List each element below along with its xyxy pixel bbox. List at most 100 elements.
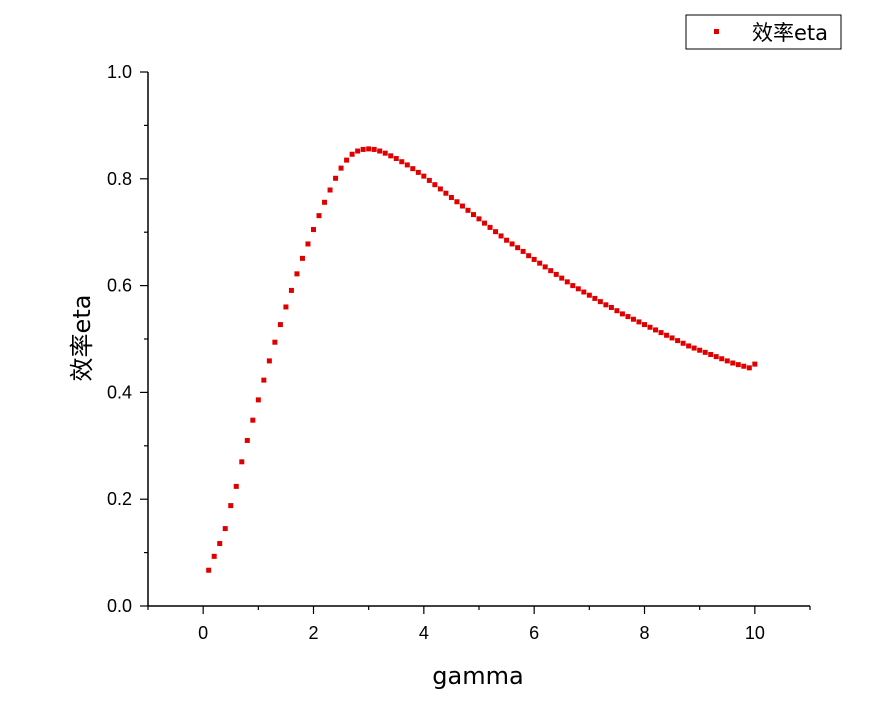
legend-box	[685, 14, 842, 50]
data-point	[277, 322, 283, 328]
data-point	[691, 345, 697, 351]
x-axis-title: gamma	[432, 662, 523, 690]
data-point	[327, 187, 333, 193]
data-point	[597, 299, 603, 305]
data-point	[542, 264, 548, 270]
data-point	[708, 351, 714, 357]
data-point	[299, 255, 305, 261]
data-point	[559, 275, 565, 281]
data-point	[228, 503, 234, 509]
data-point	[470, 212, 476, 218]
data-point	[459, 203, 465, 209]
data-point	[675, 338, 681, 344]
data-point	[741, 363, 747, 369]
data-point	[487, 224, 493, 230]
data-point	[537, 260, 543, 266]
data-point	[349, 151, 355, 157]
data-point	[553, 271, 559, 277]
data-point	[305, 241, 311, 247]
data-point	[526, 253, 532, 259]
y-tick-label: 0.4	[107, 382, 132, 402]
data-point	[630, 316, 636, 322]
data-point	[261, 377, 267, 383]
data-point	[426, 177, 432, 183]
x-tick-label: 2	[308, 623, 318, 643]
data-point	[272, 339, 278, 345]
x-tick-label: 4	[419, 623, 429, 643]
x-tick-label: 0	[198, 623, 208, 643]
x-tick-label: 10	[745, 623, 765, 643]
y-axis-title: 效率eta	[68, 295, 96, 382]
x-tick-label: 6	[529, 623, 539, 643]
data-point	[233, 483, 239, 489]
data-point	[316, 213, 322, 219]
data-point	[614, 308, 620, 314]
data-point	[603, 302, 609, 308]
data-point	[702, 349, 708, 355]
data-point	[619, 311, 625, 317]
data-point	[752, 361, 758, 367]
data-point	[669, 335, 675, 341]
y-tick-label: 0.2	[107, 489, 132, 509]
data-point	[515, 245, 521, 251]
data-point	[520, 248, 526, 254]
x-tick-label: 8	[639, 623, 649, 643]
data-point	[211, 553, 217, 559]
data-point	[421, 173, 427, 179]
y-tick-label: 0.8	[107, 169, 132, 189]
data-point	[465, 207, 471, 213]
data-point	[266, 358, 272, 364]
data-point	[410, 166, 416, 172]
data-point	[448, 194, 454, 200]
data-point	[680, 340, 686, 346]
data-point	[322, 199, 328, 205]
data-point	[399, 159, 405, 165]
data-point	[636, 319, 642, 325]
data-point	[382, 150, 388, 156]
legend: 效率eta	[685, 14, 842, 50]
data-point	[504, 237, 510, 243]
data-point	[217, 541, 223, 547]
axes	[147, 72, 810, 607]
data-point	[697, 347, 703, 353]
data-point	[653, 327, 659, 333]
data-point	[443, 190, 449, 196]
data-point	[355, 148, 361, 154]
y-tick-label: 0.0	[107, 596, 132, 616]
data-point	[686, 343, 692, 349]
data-point	[658, 330, 664, 336]
data-point	[371, 146, 377, 152]
data-point	[735, 362, 741, 368]
data-point	[377, 148, 383, 154]
data-point	[642, 322, 647, 328]
x-axis-ticks: 0 2 4 6 8 10	[147, 606, 811, 643]
data-point	[548, 268, 554, 274]
data-point	[404, 162, 410, 168]
data-point	[338, 165, 344, 171]
data-point	[664, 332, 670, 338]
data-point	[206, 567, 212, 573]
data-point	[586, 292, 592, 298]
data-point	[575, 286, 581, 292]
data-point	[454, 199, 460, 205]
data-point	[288, 287, 294, 293]
data-points	[206, 146, 758, 573]
data-point	[482, 220, 488, 226]
data-point	[311, 227, 316, 233]
y-tick-label: 0.6	[107, 276, 132, 296]
data-point	[498, 233, 504, 239]
y-axis-ticks: 0.0 0.2 0.4 0.6 0.8 1.0	[107, 62, 148, 616]
data-point	[388, 153, 394, 159]
y-tick-label: 1.0	[107, 62, 132, 82]
data-point	[570, 283, 576, 289]
data-point	[493, 229, 499, 235]
data-point	[244, 437, 250, 443]
data-point	[283, 304, 289, 310]
data-point	[719, 356, 725, 362]
data-point	[294, 271, 300, 277]
data-point	[581, 289, 587, 295]
data-point	[592, 295, 598, 301]
data-point	[746, 365, 752, 371]
data-point	[608, 304, 614, 310]
data-point	[333, 175, 339, 181]
